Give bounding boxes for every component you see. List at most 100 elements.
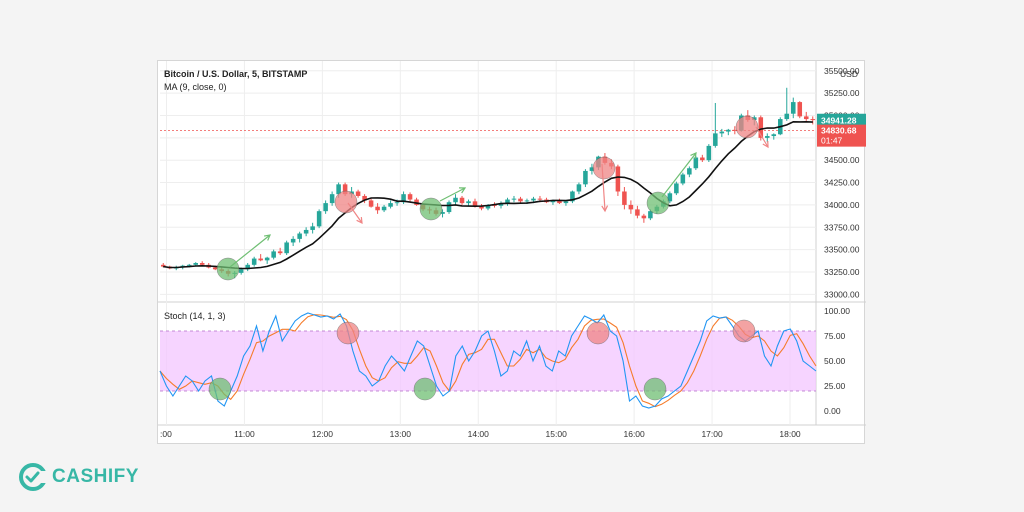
candle-body [277, 251, 283, 254]
candle-body [589, 167, 595, 171]
candle-body [622, 191, 627, 205]
candle-body [251, 258, 257, 265]
last-price-tag [817, 113, 866, 128]
cashify-logo-text: CASHIFY [52, 466, 139, 487]
sell-signal-circle [334, 190, 358, 214]
cashify-logo-icon [19, 463, 47, 491]
candle-body [810, 119, 816, 121]
candle-body [459, 197, 465, 204]
time-tick-label: 11:00 [234, 429, 255, 439]
time-tick-label: 13:00 [390, 429, 412, 439]
stoch-d-line [159, 314, 817, 408]
arrow-head [356, 216, 363, 225]
candle-body [576, 184, 582, 192]
candle-body [368, 200, 374, 207]
moving-average-line [163, 120, 813, 270]
time-tick-label: 18:00 [779, 429, 801, 439]
down-arrow [347, 202, 363, 224]
candle-body [518, 198, 523, 202]
ref-price-label: 34830.68 [821, 126, 857, 136]
candle-body [381, 206, 387, 211]
chart-title: Bitcoin / U.S. Dollar, 5, BITSTAMP [164, 69, 307, 79]
candle-body [193, 263, 198, 265]
candle-body [472, 201, 478, 206]
candle-body [303, 229, 309, 234]
buy-signal-circle [208, 377, 232, 401]
candle-body [440, 212, 445, 214]
time-tick-label: 17:00 [701, 429, 723, 439]
candle-body [550, 200, 556, 203]
ref-price-tag [817, 124, 866, 147]
stoch-band [160, 331, 816, 391]
cashify-logo: CASHIFY [18, 462, 139, 492]
stoch-indicator-label: Stoch (14, 1, 3) [164, 311, 226, 321]
trading-chart[interactable]: 33000.00 33250.00 33500.00 33750.00 34000.00… [158, 61, 866, 445]
candle-body [310, 226, 315, 230]
candle-body [771, 134, 777, 137]
down-arrow [601, 163, 606, 212]
countdown-label: 01:47 [821, 136, 843, 146]
candle-body [362, 195, 367, 201]
candle-body [784, 113, 790, 120]
candle-body [401, 194, 406, 203]
candle-body [674, 183, 679, 194]
candle-body [284, 242, 289, 254]
price-tick-label: 33750.00 [824, 222, 860, 232]
candle-body [687, 168, 692, 175]
sell-signal-circle [336, 321, 360, 345]
candle-body [706, 145, 712, 161]
candle-body [245, 264, 250, 270]
stoch-tick-label: 100.00 [824, 306, 850, 316]
candle-body [271, 251, 276, 258]
currency-label: USD [840, 69, 858, 79]
candle-body [635, 209, 640, 216]
candle-body [446, 202, 452, 213]
candle-body [498, 203, 504, 206]
arrow-head [458, 187, 467, 194]
candle-body [485, 204, 491, 209]
candle-body [342, 184, 348, 195]
time-tick-label: 15:00 [546, 429, 568, 439]
sell-signal-circle [735, 115, 759, 139]
price-tick-label: 34000.00 [824, 200, 860, 210]
sell-signal-circle [592, 156, 616, 180]
candle-body [615, 166, 621, 192]
candle-body [557, 200, 562, 204]
buy-signal-circle [643, 377, 667, 401]
candle-body [186, 264, 192, 266]
candle-body [414, 199, 419, 205]
candle-body [641, 215, 647, 219]
candle-body [803, 116, 809, 120]
up-arrow [229, 234, 271, 268]
arrow-head [690, 152, 697, 160]
candle-body [297, 233, 302, 239]
candle-body [329, 194, 335, 204]
candle-body [355, 191, 361, 196]
candle-body [238, 269, 244, 273]
candle-body [583, 170, 588, 185]
time-tick-label: 16:00 [623, 429, 645, 439]
candle-body [758, 117, 764, 138]
time-tick-label: 14:00 [468, 429, 490, 439]
up-arrow [661, 152, 697, 198]
time-tick-label: :00 [160, 429, 172, 439]
price-tick-label: 34250.00 [824, 178, 860, 188]
candle-body [212, 267, 218, 270]
last-price-label: 34941.28 [821, 116, 857, 126]
candle-body [563, 201, 569, 204]
candle-body [336, 184, 341, 195]
candle-body [479, 205, 484, 209]
candle-body [375, 206, 380, 211]
candle-body [797, 102, 803, 117]
stoch-tick-label: 50.00 [824, 356, 846, 366]
stoch-tick-label: 75.00 [824, 331, 846, 341]
candle-body [700, 157, 705, 161]
candle-body [199, 263, 205, 265]
candle-body [531, 198, 536, 201]
candle-body [524, 200, 530, 202]
candle-body [726, 129, 731, 132]
candle-body [388, 203, 393, 207]
buy-signal-circle [413, 377, 437, 401]
down-arrow [755, 126, 769, 148]
candle-body [765, 136, 770, 138]
